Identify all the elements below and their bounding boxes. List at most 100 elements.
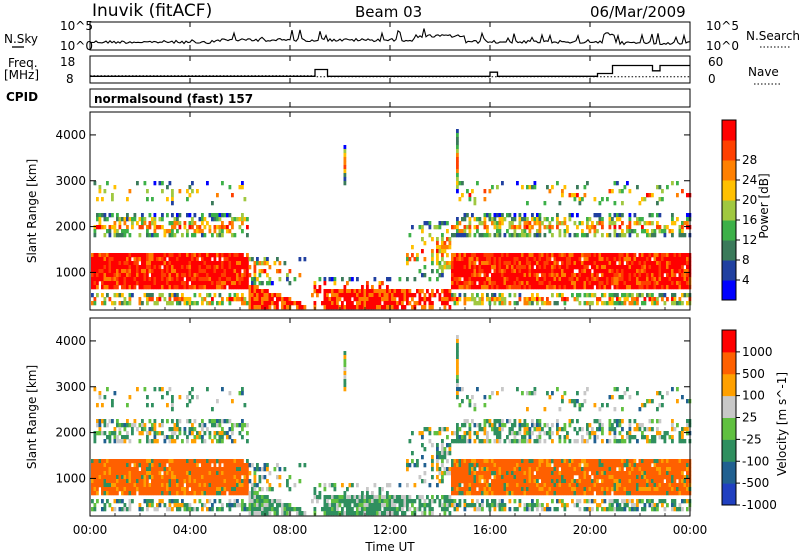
heatmap-cell bbox=[353, 499, 357, 504]
heatmap-cell bbox=[468, 233, 472, 238]
heatmap-cell bbox=[236, 217, 239, 222]
heatmap-cell bbox=[553, 483, 557, 488]
heatmap-cell bbox=[151, 471, 154, 476]
heatmap-cell bbox=[538, 483, 542, 488]
heatmap-cell bbox=[483, 423, 487, 428]
heatmap-cell bbox=[158, 387, 162, 392]
heatmap-cell bbox=[436, 431, 439, 436]
heatmap-cell bbox=[121, 487, 124, 492]
heatmap-cell bbox=[588, 277, 592, 282]
heatmap-cell bbox=[626, 181, 629, 186]
heatmap-cell bbox=[491, 423, 494, 428]
heatmap-cell bbox=[613, 181, 617, 186]
heatmap-cell bbox=[108, 229, 112, 234]
heatmap-cell bbox=[588, 273, 592, 278]
heatmap-cell bbox=[508, 467, 512, 472]
heatmap-cell bbox=[586, 277, 589, 282]
heatmap-cell bbox=[401, 289, 404, 294]
heatmap-cell bbox=[128, 217, 132, 222]
heatmap-cell bbox=[313, 495, 317, 500]
heatmap-cell bbox=[506, 483, 509, 488]
heatmap-cell bbox=[238, 257, 242, 262]
heatmap-cell bbox=[668, 265, 672, 270]
heatmap-cell bbox=[106, 467, 109, 472]
heatmap-cell bbox=[493, 479, 497, 484]
heatmap-cell bbox=[491, 217, 494, 222]
heatmap-cell bbox=[596, 261, 599, 266]
heatmap-cell bbox=[211, 297, 214, 302]
heatmap-cell bbox=[338, 495, 342, 500]
heatmap-cell bbox=[168, 293, 172, 298]
heatmap-cell bbox=[191, 387, 194, 392]
heatmap-cell bbox=[128, 285, 132, 290]
heatmap-cell bbox=[453, 503, 457, 508]
heatmap-cell bbox=[671, 217, 674, 222]
heatmap-cell bbox=[561, 189, 564, 194]
heatmap-cell bbox=[221, 221, 224, 226]
heatmap-cell bbox=[488, 281, 492, 286]
heatmap-cell bbox=[531, 261, 534, 266]
heatmap-cell bbox=[536, 265, 539, 270]
heatmap-cell bbox=[636, 285, 639, 290]
heatmap-cell bbox=[361, 511, 364, 516]
heatmap-cell bbox=[593, 467, 597, 472]
heatmap-cell bbox=[453, 491, 457, 496]
heatmap-cell bbox=[181, 499, 184, 504]
heatmap-cell bbox=[98, 475, 102, 480]
heatmap-cell bbox=[98, 431, 102, 436]
heatmap-cell bbox=[581, 467, 584, 472]
heatmap-cell bbox=[673, 269, 677, 274]
heatmap-cell bbox=[638, 269, 642, 274]
heatmap-cell bbox=[116, 269, 119, 274]
heatmap-cell bbox=[221, 229, 224, 234]
heatmap-cell bbox=[573, 261, 577, 266]
heatmap-cell bbox=[526, 479, 529, 484]
heatmap-cell bbox=[598, 253, 602, 258]
heatmap-cell bbox=[171, 431, 174, 436]
heatmap-cell bbox=[211, 475, 214, 480]
heatmap-cell bbox=[393, 301, 397, 306]
heatmap-cell bbox=[528, 301, 532, 306]
heatmap-cell bbox=[111, 253, 114, 258]
heatmap-cell bbox=[468, 439, 472, 444]
heatmap-cell bbox=[466, 257, 469, 262]
heatmap-cell bbox=[253, 483, 257, 488]
heatmap-cell bbox=[191, 475, 194, 480]
heatmap-cell bbox=[348, 495, 352, 500]
heatmap-cell bbox=[621, 253, 624, 258]
heatmap-cell bbox=[241, 253, 244, 258]
heatmap-cell bbox=[456, 459, 459, 464]
heatmap-cell bbox=[121, 301, 124, 306]
heatmap-cell bbox=[551, 293, 554, 298]
heatmap-cell bbox=[423, 305, 427, 310]
heatmap-cell bbox=[576, 463, 579, 468]
heatmap-cell bbox=[193, 293, 197, 298]
heatmap-cell bbox=[518, 463, 522, 468]
heatmap-cell bbox=[591, 491, 594, 496]
heatmap-cell bbox=[246, 257, 249, 262]
heatmap-cell bbox=[536, 499, 539, 504]
heatmap-cell bbox=[571, 257, 574, 262]
heatmap-cell bbox=[146, 273, 149, 278]
heatmap-cell bbox=[351, 277, 354, 282]
heatmap-cell bbox=[491, 253, 494, 258]
heatmap-cell bbox=[313, 285, 317, 290]
heatmap-cell bbox=[148, 471, 152, 476]
heatmap-cell bbox=[513, 491, 517, 496]
heatmap-cell bbox=[123, 435, 127, 440]
heatmap-cell bbox=[601, 217, 604, 222]
heatmap-cell bbox=[678, 269, 682, 274]
heatmap-cell bbox=[168, 269, 172, 274]
heatmap-cell bbox=[658, 261, 662, 266]
heatmap-cell bbox=[96, 403, 99, 408]
heatmap-cell bbox=[501, 419, 504, 424]
heatmap-cell bbox=[503, 463, 507, 468]
heatmap-cell bbox=[208, 463, 212, 468]
heatmap-cell bbox=[596, 257, 599, 262]
heatmap-cell bbox=[596, 265, 599, 270]
heatmap-cell bbox=[661, 297, 664, 302]
heatmap-cell bbox=[538, 277, 542, 282]
heatmap-cell bbox=[268, 305, 272, 310]
heatmap-cell bbox=[213, 265, 217, 270]
heatmap-cell bbox=[426, 221, 429, 226]
